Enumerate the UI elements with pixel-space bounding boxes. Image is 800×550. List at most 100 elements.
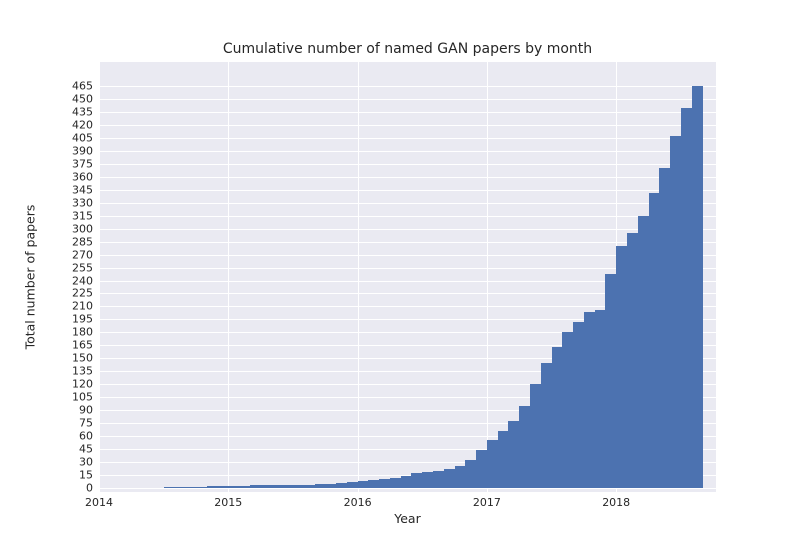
bar-2018-02	[626, 232, 639, 488]
y-gridline	[99, 86, 716, 87]
bar-2015-06	[282, 484, 294, 488]
y-tick-label: 270	[72, 248, 93, 262]
bar-2016-12	[476, 449, 488, 488]
y-gridline	[99, 397, 716, 399]
y-tick-label: 210	[72, 299, 93, 313]
y-gridline	[99, 436, 716, 438]
bar-2016-04	[389, 477, 402, 488]
bar-2014-07	[163, 487, 175, 488]
y-gridline	[99, 267, 716, 269]
bar-2017-09	[573, 322, 585, 488]
bar-2016-08	[433, 470, 445, 488]
y-tick-label: 165	[72, 338, 93, 352]
bar-2017-01	[486, 440, 499, 488]
bar-2015-05	[271, 485, 283, 488]
chart-title: Cumulative number of named GAN papers by…	[222, 41, 593, 57]
x-gridline	[99, 62, 100, 492]
bar-2017-07	[551, 347, 563, 488]
y-gridline	[99, 137, 716, 139]
bar-2015-12	[346, 481, 359, 488]
y-tick-label: 180	[72, 325, 93, 339]
y-gridline	[99, 280, 716, 282]
bar-2017-08	[562, 332, 574, 488]
y-tick-label: 0	[86, 481, 93, 495]
y-tick-label: 330	[72, 196, 93, 210]
y-gridline	[99, 176, 716, 178]
bar-2015-04	[260, 485, 272, 488]
y-tick-label: 225	[72, 286, 93, 300]
x-gridline	[357, 62, 359, 492]
x-axis-label: Year	[394, 511, 421, 526]
x-tick-label: 2016	[343, 496, 372, 509]
bar-2015-07	[292, 484, 305, 488]
y-gridline	[99, 319, 716, 321]
bar-2016-09	[443, 468, 456, 488]
bar-2015-01	[228, 486, 240, 488]
bar-2015-11	[336, 482, 348, 488]
y-tick-label: 135	[72, 364, 93, 378]
bar-2016-10	[454, 465, 466, 488]
y-gridline	[99, 306, 716, 308]
y-gridline	[99, 150, 716, 152]
y-gridline	[99, 358, 716, 360]
y-tick-label: 315	[72, 209, 93, 223]
y-gridline	[99, 345, 716, 347]
y-tick-label: 375	[72, 157, 93, 171]
y-tick-label: 450	[72, 92, 93, 106]
y-tick-label: 75	[79, 416, 93, 430]
y-axis-label: Total number of papers	[22, 204, 38, 350]
y-gridline	[99, 241, 716, 243]
y-tick-label: 255	[72, 261, 93, 275]
y-tick-label: 105	[72, 390, 93, 404]
y-gridline	[99, 124, 716, 126]
bar-2018-01	[616, 245, 628, 488]
y-gridline	[99, 215, 716, 217]
y-tick-label: 420	[72, 118, 93, 132]
bar-2016-02	[368, 480, 380, 488]
x-tick-label: 2017	[472, 496, 501, 509]
bar-2014-10	[195, 487, 208, 488]
y-gridline	[99, 228, 716, 230]
y-tick-label: 345	[72, 183, 93, 197]
y-tick-label: 390	[72, 144, 93, 158]
bar-2014-09	[185, 487, 197, 488]
x-tick-label: 2018	[602, 496, 631, 509]
y-tick-label: 465	[72, 79, 93, 93]
bar-2017-03	[508, 420, 520, 488]
bar-2017-12	[605, 273, 617, 488]
bar-2017-02	[497, 430, 509, 488]
bar-2014-12	[217, 486, 229, 488]
y-gridline	[99, 332, 716, 334]
y-gridline	[99, 163, 716, 165]
y-gridline	[99, 410, 716, 412]
y-tick-label: 90	[79, 403, 93, 417]
y-tick-label: 435	[72, 105, 93, 119]
y-gridline	[99, 98, 716, 100]
y-tick-label: 285	[72, 235, 93, 249]
y-gridline	[99, 293, 716, 295]
bar-2017-06	[540, 362, 553, 488]
bar-2018-07	[680, 107, 693, 488]
bar-2016-11	[465, 460, 477, 488]
bar-2017-05	[530, 384, 542, 488]
y-tick-label: 120	[72, 377, 93, 391]
bar-2018-08	[691, 86, 703, 488]
bar-2017-11	[594, 309, 606, 488]
bar-2016-01	[357, 481, 369, 488]
bar-2015-09	[314, 483, 326, 488]
bar-2017-04	[519, 405, 531, 488]
y-gridline	[99, 384, 716, 386]
y-tick-label: 60	[79, 429, 93, 443]
bar-2015-10	[325, 483, 337, 488]
y-tick-label: 150	[72, 351, 93, 365]
x-gridline	[228, 62, 230, 492]
y-gridline	[99, 423, 716, 425]
bar-2018-06	[670, 136, 682, 488]
y-tick-label: 30	[79, 455, 93, 469]
bar-2016-05	[400, 475, 412, 488]
bar-2016-06	[411, 473, 423, 488]
x-gridline	[486, 62, 488, 492]
bar-2018-03	[637, 215, 650, 488]
y-gridline	[99, 462, 716, 464]
bar-2015-02	[239, 486, 251, 488]
